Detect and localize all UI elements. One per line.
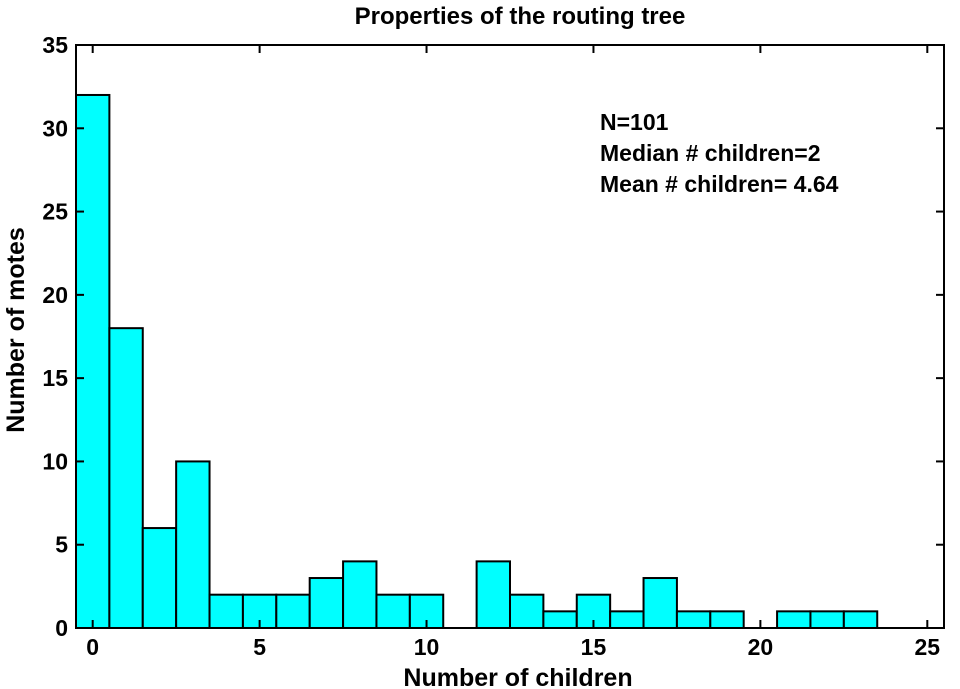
bars-group	[75, 93, 879, 630]
y-axis-label: Number of motes	[2, 227, 30, 433]
y-tick-label-5: 5	[55, 532, 68, 558]
x-axis-label: Number of children	[403, 664, 632, 689]
bar-4	[208, 593, 244, 630]
plot-frame	[75, 44, 945, 629]
y-tick-label-25: 25	[42, 199, 68, 225]
bar-17	[642, 577, 678, 629]
annotation-1: Median # children=2	[600, 140, 821, 166]
annotation-group: N=101 Median # children=2 Mean # children=…	[600, 109, 839, 197]
bar-1	[108, 327, 144, 629]
bar-14	[542, 610, 578, 629]
bar-9	[375, 593, 411, 630]
bar-6	[275, 593, 311, 630]
annotation-0: N=101	[600, 109, 669, 135]
y-tick-label-35: 35	[42, 32, 68, 58]
y-tick-label-10: 10	[42, 448, 68, 474]
bar-23	[842, 610, 879, 629]
chart-title: Properties of the routing tree	[355, 3, 686, 30]
bar-21	[776, 610, 812, 629]
bar-2	[141, 527, 178, 629]
bar-13	[509, 593, 545, 630]
y-tick-label-20: 20	[42, 282, 68, 308]
x-tick-label-20: 20	[748, 634, 774, 660]
bar-18	[675, 610, 712, 629]
x-tick-label-25: 25	[915, 634, 941, 660]
x-ticks-group: 0 5 10 15 20 25	[86, 45, 940, 660]
x-tick-label-5: 5	[253, 634, 266, 660]
y-tick-label-15: 15	[42, 365, 68, 391]
bar-3	[175, 460, 211, 629]
bar-19	[709, 610, 745, 629]
y-tick-label-0: 0	[55, 615, 68, 641]
bar-8	[342, 560, 378, 629]
bar-7	[308, 577, 345, 629]
annotation-2: Mean # children= 4.64	[600, 171, 839, 197]
bar-0	[75, 93, 111, 629]
x-tick-label-0: 0	[86, 634, 99, 660]
x-tick-label-10: 10	[414, 634, 440, 660]
bar-22	[809, 610, 845, 629]
x-tick-label-15: 15	[581, 634, 607, 660]
bar-16	[609, 610, 645, 629]
bar-12	[475, 560, 512, 629]
y-tick-label-30: 30	[42, 115, 68, 141]
